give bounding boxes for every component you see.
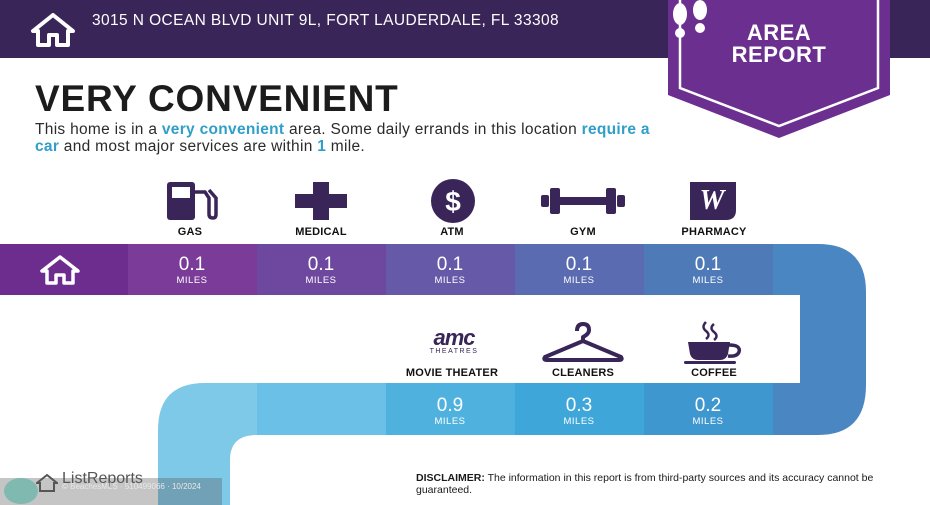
label-movie-theater: MOVIE THEATER (405, 367, 499, 379)
coffee-cup-icon (684, 321, 742, 364)
listreports-logo: ListReports (62, 470, 143, 487)
footprints-icon (673, 0, 707, 38)
disclaimer: DISCLAIMER: The information in this repo… (416, 472, 874, 496)
gas-distance: 0.1 MILES (176, 254, 208, 287)
pharmacy-distance: 0.1 MILES (692, 254, 724, 287)
label-gym: GYM (570, 226, 596, 238)
dollar-icon: $ (431, 179, 475, 223)
atm-distance: 0.1 MILES (434, 254, 466, 287)
svg-text:$: $ (445, 186, 461, 217)
coffee-distance: 0.2 MILES (692, 395, 724, 428)
label-coffee: COFFEE (691, 367, 737, 379)
medical-distance: 0.1 MILES (305, 254, 337, 287)
convenience-description: This home is in a very convenient area. … (35, 121, 650, 155)
highlight-distance: 1 (317, 138, 327, 155)
svg-text:W: W (700, 185, 727, 216)
listreports-logo-icon (36, 474, 58, 492)
watermark-badge (4, 478, 38, 504)
label-atm: ATM (440, 226, 464, 238)
medical-cross-icon (295, 182, 347, 220)
badge-line-2: REPORT (731, 42, 827, 67)
highlight-require-car: require a car (35, 121, 650, 155)
movie-theater-distance: 0.9 MILES (434, 395, 466, 428)
area-report-badge: AREA REPORT (668, 0, 890, 138)
amc-theatres-logo-icon: amc THEATRES (429, 325, 479, 356)
gas-pump-icon (167, 182, 218, 220)
home-icon (31, 13, 75, 47)
label-cleaners: CLEANERS (551, 367, 615, 379)
label-pharmacy: PHARMACY (681, 226, 747, 238)
property-address: 3015 N OCEAN BLVD UNIT 9L, FORT LAUDERDA… (92, 12, 560, 29)
gym-distance: 0.1 MILES (563, 254, 595, 287)
cleaners-distance: 0.3 MILES (563, 395, 595, 428)
hanger-icon (542, 322, 624, 362)
walgreens-logo-icon: W (690, 182, 736, 220)
badge-line-1: AREA (746, 20, 812, 45)
path-home-icon (40, 255, 80, 285)
page-title: VERY CONVENIENT (35, 78, 399, 119)
label-gas: GAS (177, 226, 203, 238)
label-medical: MEDICAL (295, 226, 347, 238)
dumbbell-icon (541, 188, 625, 214)
highlight-very-convenient: very convenient (161, 121, 285, 138)
